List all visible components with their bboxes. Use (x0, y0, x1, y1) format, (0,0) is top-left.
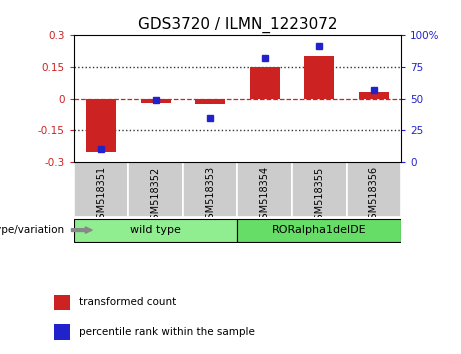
Text: RORalpha1delDE: RORalpha1delDE (272, 224, 366, 235)
Bar (237, 218, 401, 242)
Text: transformed count: transformed count (79, 297, 177, 307)
Bar (359, 92, 389, 99)
Text: GSM518355: GSM518355 (314, 166, 324, 225)
Bar (128, 162, 183, 217)
Bar (347, 162, 401, 217)
Bar (54, 324, 70, 340)
Text: GSM518351: GSM518351 (96, 166, 106, 225)
Text: GSM518352: GSM518352 (151, 166, 160, 225)
Bar (86, 99, 116, 153)
Text: GSM518353: GSM518353 (205, 166, 215, 225)
Title: GDS3720 / ILMN_1223072: GDS3720 / ILMN_1223072 (138, 16, 337, 33)
Text: wild type: wild type (130, 224, 181, 235)
Bar (304, 57, 334, 99)
Bar (74, 162, 128, 217)
Text: GSM518356: GSM518356 (369, 166, 379, 225)
Bar (54, 295, 70, 310)
Bar (183, 162, 237, 217)
Text: genotype/variation: genotype/variation (0, 225, 65, 235)
Bar (141, 99, 171, 103)
Bar (237, 162, 292, 217)
Bar (195, 99, 225, 104)
Text: percentile rank within the sample: percentile rank within the sample (79, 327, 255, 337)
Text: GSM518354: GSM518354 (260, 166, 270, 225)
Bar (250, 67, 280, 99)
Bar (292, 162, 347, 217)
Bar (74, 218, 237, 242)
